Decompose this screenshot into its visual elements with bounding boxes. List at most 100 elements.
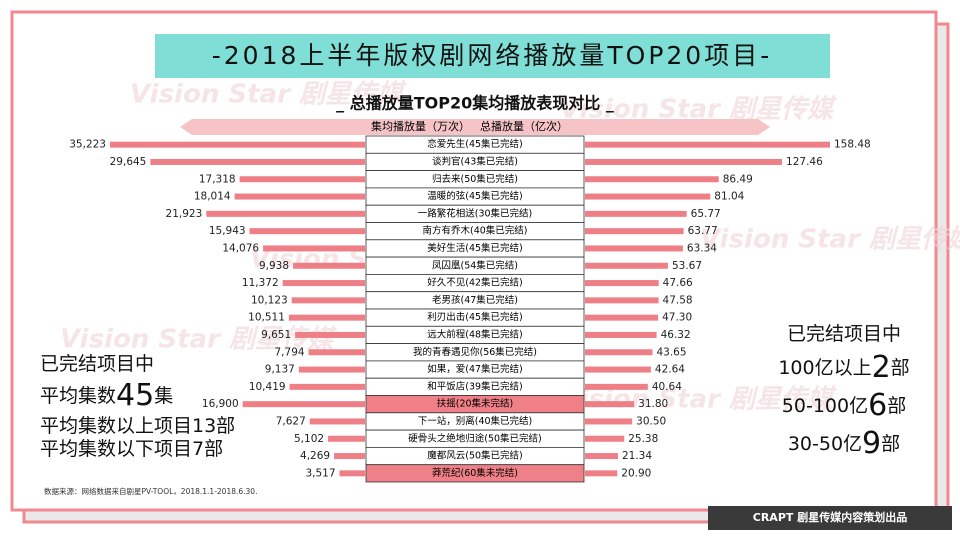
value-label: 158.48 — [834, 139, 871, 151]
note-number: 9 — [862, 426, 881, 461]
category-label: 恋爱先生(45集已完结) — [427, 138, 523, 150]
note: 平均集数以下项目7部 — [40, 438, 223, 460]
brand-bar — [708, 506, 952, 530]
value-label: 35,223 — [69, 139, 106, 151]
value-label: 47.30 — [662, 312, 692, 324]
value-label: 21.34 — [622, 450, 652, 462]
category-cell — [365, 464, 585, 483]
bar-right — [585, 158, 783, 165]
category-label: 凤囚凰(54集已完结) — [432, 259, 518, 271]
category-label: 扶摇(20集未完结) — [437, 398, 514, 410]
value-label: 15,943 — [209, 225, 246, 237]
value-label: 4,269 — [300, 450, 330, 462]
bar-right — [585, 314, 659, 321]
note: 100亿以上2部 — [778, 350, 909, 385]
value-label: 29,645 — [110, 156, 147, 168]
category-label: 归去来(50集已完结) — [432, 173, 518, 185]
value-label: 17,318 — [199, 173, 236, 185]
category-label: 温暖的弦(45集已完结) — [427, 190, 523, 202]
value-label: 47.66 — [663, 277, 693, 289]
note: 已完结项目中 — [787, 323, 901, 345]
note-text: 50-100亿 — [782, 395, 868, 417]
watermark: Vision Star 剧星传媒 — [130, 80, 407, 110]
bar-left — [249, 228, 365, 235]
bar-right — [585, 383, 648, 390]
legend-arrow — [180, 119, 770, 135]
category-label: 老男孩(47集已完结) — [432, 294, 518, 306]
category-label: 谈判官(43集已完结) — [432, 155, 518, 167]
bar-left — [291, 297, 365, 304]
note-text: 部 — [891, 357, 910, 379]
category-label: 美好生活(45集已完结) — [427, 242, 523, 254]
value-label: 5,102 — [294, 433, 324, 445]
bar-right — [585, 245, 683, 252]
bar-right — [585, 210, 687, 217]
bar-left — [308, 349, 365, 356]
subtitle: _ 总播放量TOP20集均播放表现对比 _ — [336, 94, 614, 113]
category-label: 硬骨头之绝地归途(50集已完结) — [408, 432, 542, 444]
bar-left — [328, 435, 365, 442]
bar-left — [239, 176, 365, 183]
bar-left — [288, 314, 365, 321]
note-text: 30-50亿 — [788, 433, 862, 455]
value-label: 46.32 — [661, 329, 691, 341]
note: 平均集数45集 — [40, 378, 173, 413]
bar-right — [585, 297, 659, 304]
bar-left — [110, 141, 365, 148]
note: 平均集数以上项目13部 — [40, 415, 235, 437]
bar-right — [585, 366, 651, 373]
bar-left — [289, 383, 365, 390]
value-label: 9,137 — [265, 364, 295, 376]
bar-left — [334, 453, 365, 460]
value-label: 10,419 — [249, 381, 286, 393]
value-label: 65.77 — [691, 208, 721, 220]
category-label: 和平饭店(39集已完结) — [427, 380, 523, 392]
bar-left — [242, 401, 365, 408]
bar-right — [585, 280, 659, 287]
source: 数据来源：网络数据来自剧星PV-TOOL，2018.1.1-2018.6.30. — [44, 486, 257, 496]
bar-right — [585, 435, 625, 442]
bar-right — [585, 470, 618, 477]
note-text: 100亿以上 — [778, 357, 871, 379]
bar-right — [585, 228, 684, 235]
value-label: 63.77 — [688, 225, 718, 237]
bar-left — [309, 418, 365, 425]
bar-left — [298, 366, 365, 373]
category-label: 莽荒纪(60集未完结) — [432, 467, 518, 479]
value-label: 20.90 — [621, 467, 651, 479]
category-label: 一路繁花相送(30集已完结) — [418, 207, 533, 219]
bar-left — [234, 193, 365, 200]
note: 已完结项目中 — [40, 353, 154, 375]
category-label: 利刃出击(45集已完结) — [427, 311, 523, 323]
bar-left — [206, 210, 365, 217]
brand: CRAPT 剧星传媒内容策划出品 — [753, 510, 907, 524]
value-label: 81.04 — [714, 191, 744, 203]
category-label: 远大前程(48集已完结) — [427, 328, 523, 340]
bar-left — [150, 158, 365, 165]
value-label: 11,372 — [242, 277, 279, 289]
bar-left — [293, 262, 365, 269]
legend-label: 总播放量（亿次） — [480, 119, 568, 133]
value-label: 7,794 — [275, 346, 305, 358]
category-label: 南方有乔木(40集已完结) — [422, 225, 527, 237]
note-text: 平均集数以下项目7部 — [40, 438, 223, 460]
note-text: 部 — [887, 395, 906, 417]
value-label: 43.65 — [656, 346, 686, 358]
category-label: 好久不见(42集已完结) — [427, 277, 523, 289]
value-label: 9,651 — [261, 329, 291, 341]
value-label: 63.34 — [687, 242, 717, 254]
value-label: 42.64 — [655, 364, 685, 376]
title-box — [155, 34, 830, 78]
bar-right — [585, 262, 668, 269]
bar-right — [585, 331, 657, 338]
bar-left — [263, 245, 365, 252]
note-text: 平均集数以上项目13部 — [40, 415, 235, 437]
value-label: 10,511 — [248, 312, 285, 324]
category-label: 下一站，别离(40集已完结) — [418, 415, 533, 427]
value-label: 31.80 — [638, 398, 668, 410]
bar-right — [585, 176, 719, 183]
value-label: 127.46 — [786, 156, 823, 168]
note: 30-50亿9部 — [788, 426, 900, 461]
note-number: 2 — [872, 350, 891, 385]
